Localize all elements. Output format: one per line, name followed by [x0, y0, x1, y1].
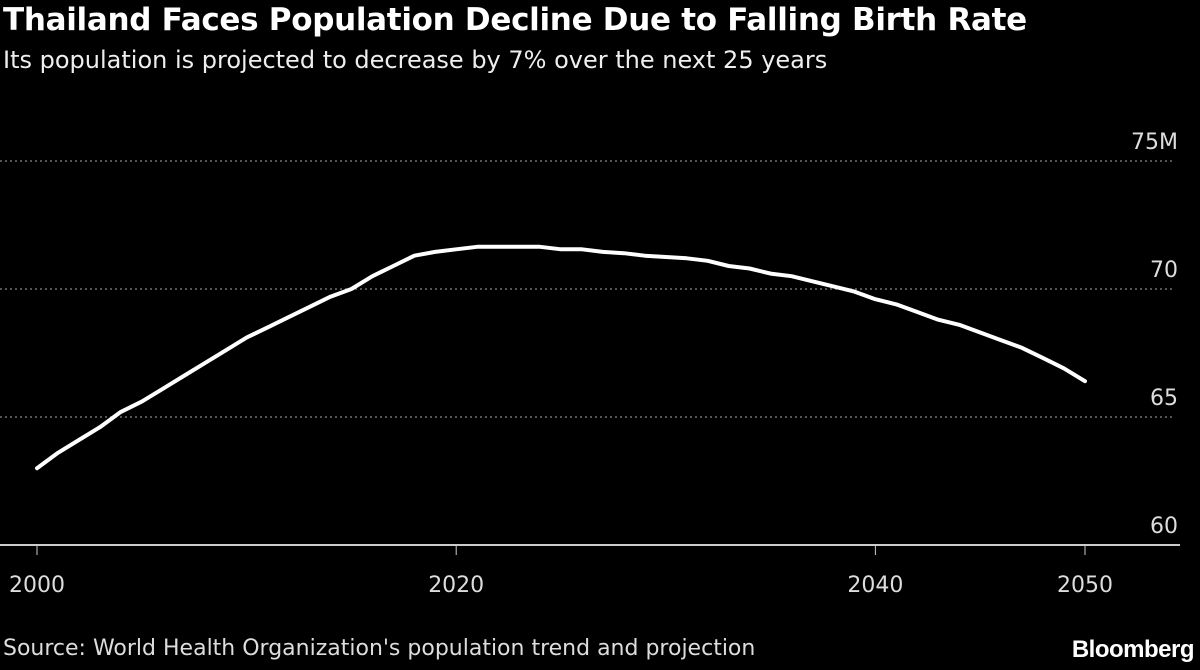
source-note: Source: World Health Organization's popu… [3, 636, 756, 661]
x-tick-label: 2050 [1057, 573, 1113, 598]
y-tick-label: 70 [1150, 258, 1178, 283]
chart-subtitle: Its population is projected to decrease … [3, 46, 828, 74]
bloomberg-logo: Bloomberg [1071, 636, 1195, 663]
y-tick-label: 60 [1150, 514, 1178, 539]
y-tick-label: 65 [1150, 386, 1178, 411]
population-line [35, 244, 1087, 471]
x-tick-label: 2020 [428, 573, 484, 598]
x-tick-label: 2040 [847, 573, 903, 598]
y-tick-label: 75M [1131, 130, 1178, 155]
chart-title: Thailand Faces Population Decline Due to… [3, 2, 1027, 38]
x-tick-label: 2000 [9, 573, 65, 598]
line-chart: 60 65 70 75M 2000 2020 2040 2050 [0, 130, 1180, 598]
